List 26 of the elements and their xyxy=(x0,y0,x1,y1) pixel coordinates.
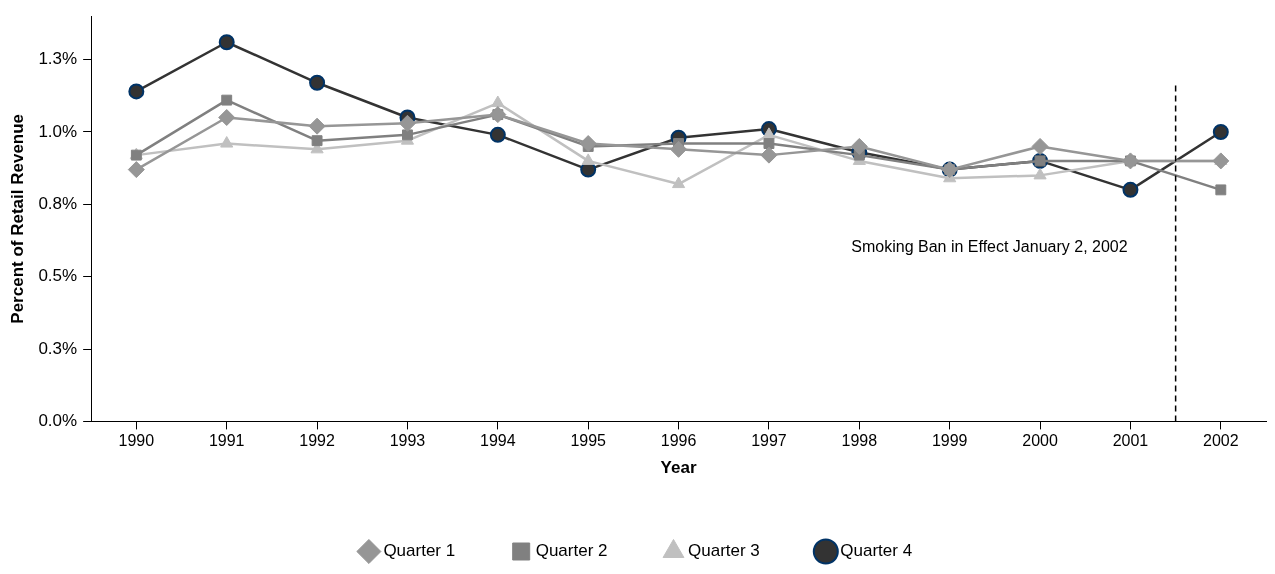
x-tick-label: 1991 xyxy=(208,432,245,450)
x-tick-label: 1993 xyxy=(389,432,426,450)
x-tick-label: 1992 xyxy=(299,432,335,450)
y-tick-label: 1.0% xyxy=(38,121,78,141)
y-axis-title: Percent of Retail Revenue xyxy=(7,113,27,324)
y-tick-label: 0.0% xyxy=(38,411,78,431)
x-tick-label: 2001 xyxy=(1112,432,1149,450)
legend-label: Quarter 3 xyxy=(688,541,760,561)
x-tick-label: 1998 xyxy=(841,432,878,450)
y-tick-label: 0.5% xyxy=(38,266,78,286)
x-tick-label: 1990 xyxy=(118,432,155,450)
y-tick-label: 1.3% xyxy=(38,49,78,69)
x-tick-label: 1995 xyxy=(570,432,607,450)
annotation: Smoking Ban in Effect January 2, 2002 xyxy=(851,237,1128,255)
x-tick-label: 1996 xyxy=(660,432,697,450)
legend-label: Quarter 1 xyxy=(383,541,456,561)
x-tick-label: 2000 xyxy=(1022,432,1058,450)
x-tick-label: 1994 xyxy=(480,432,516,450)
legend-label: Quarter 2 xyxy=(535,541,608,561)
y-tick-label: 0.8% xyxy=(38,194,78,214)
y-tick-label: 0.3% xyxy=(38,338,78,358)
legend-label: Quarter 4 xyxy=(840,541,913,561)
x-tick-label: 2002 xyxy=(1203,432,1239,450)
x-tick-label: 1997 xyxy=(751,432,787,450)
x-tick-label: 1999 xyxy=(931,432,968,450)
x-axis-title: Year xyxy=(660,458,697,478)
